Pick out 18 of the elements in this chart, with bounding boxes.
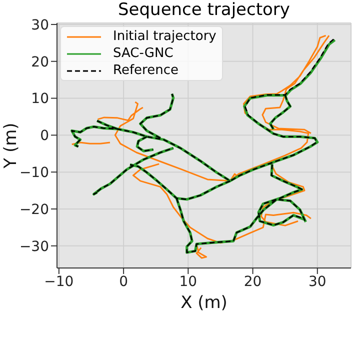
- y-tick-label: −30: [19, 238, 49, 255]
- chart-title: Sequence trajectory: [117, 0, 291, 20]
- y-tick-label: 30: [31, 17, 49, 34]
- y-tick-label: 10: [31, 91, 49, 108]
- y-axis-title: Y (m): [1, 122, 21, 170]
- y-tick-label: −10: [19, 165, 49, 182]
- x-tick-label: 10: [179, 274, 198, 290]
- legend-label: SAC-GNC: [113, 46, 174, 61]
- y-tick-label: −20: [19, 202, 49, 218]
- legend-label: Initial trajectory: [113, 29, 216, 44]
- legend-label: Reference: [113, 63, 178, 78]
- x-tick-label: 0: [119, 274, 128, 290]
- x-tick-label: −10: [44, 274, 74, 290]
- y-tick-label: 0: [40, 128, 49, 144]
- x-tick-label: 30: [308, 274, 326, 290]
- x-tick-label: 20: [244, 274, 262, 290]
- y-tick-label: 20: [31, 54, 49, 70]
- x-axis-title: X (m): [180, 293, 228, 313]
